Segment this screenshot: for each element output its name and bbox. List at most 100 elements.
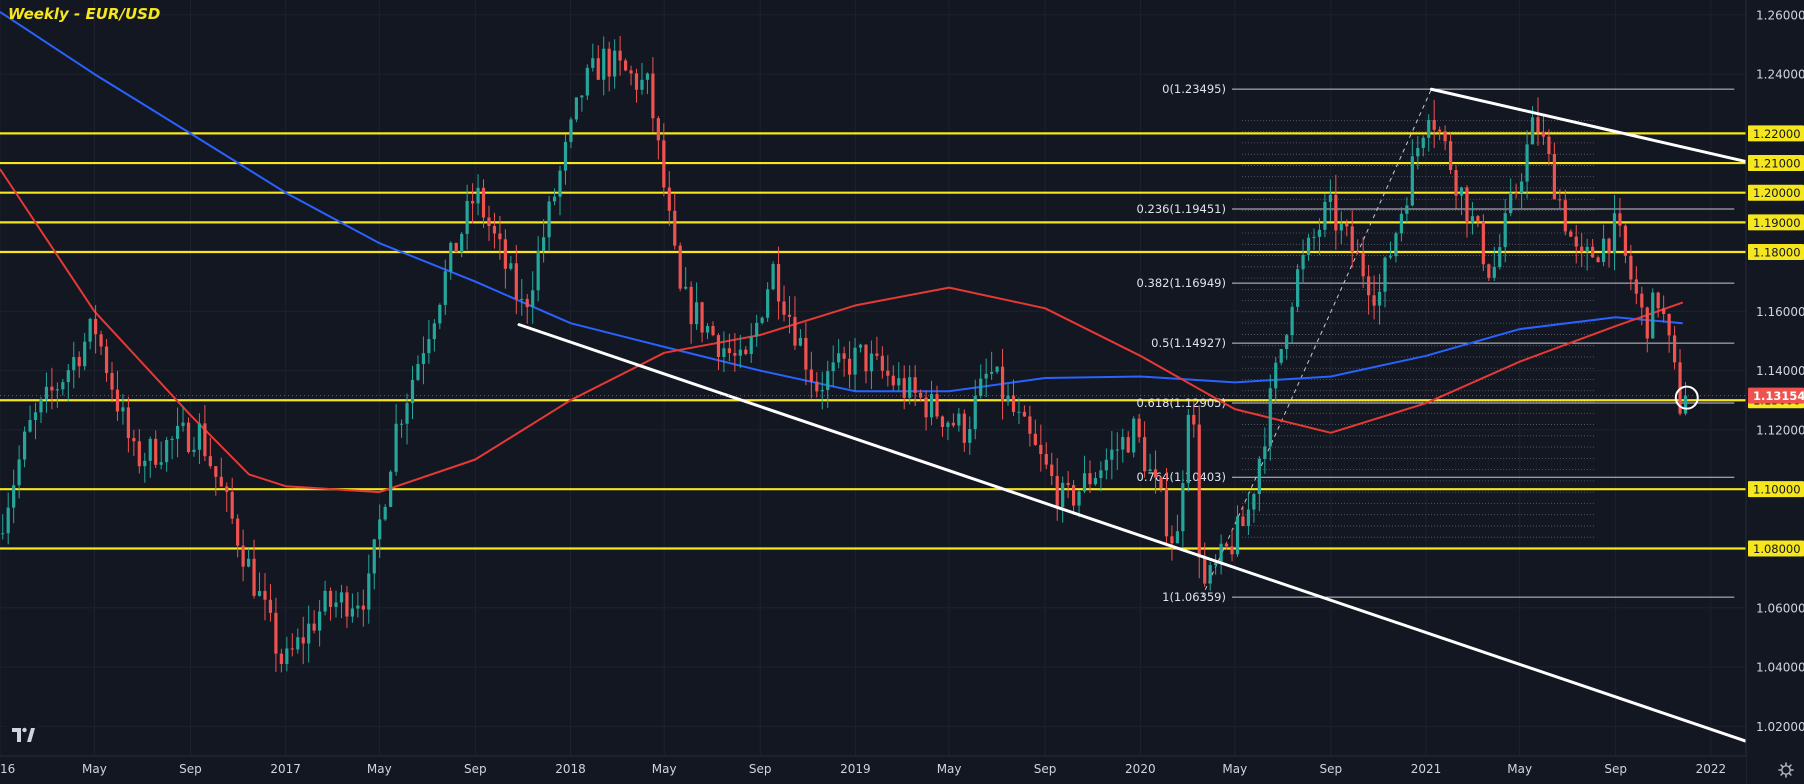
candle-bullish[interactable] <box>1323 201 1327 230</box>
tradingview-logo-icon[interactable] <box>6 718 38 750</box>
candle-bearish[interactable] <box>940 416 945 427</box>
candle-bearish[interactable] <box>208 456 212 467</box>
candle-bearish[interactable] <box>290 648 294 650</box>
candle-bullish[interactable] <box>738 349 742 356</box>
candle-bearish[interactable] <box>744 349 748 355</box>
candle-bearish[interactable] <box>104 346 109 374</box>
candle-bearish[interactable] <box>678 245 682 289</box>
candle-bearish[interactable] <box>1224 543 1229 547</box>
candle-bullish[interactable] <box>28 420 32 432</box>
candle-bearish[interactable] <box>1022 411 1027 417</box>
candle-bullish[interactable] <box>175 425 180 439</box>
candle-bullish[interactable] <box>1683 395 1688 414</box>
candle-bearish[interactable] <box>716 335 721 357</box>
candle-bearish[interactable] <box>312 623 316 631</box>
candle-bullish[interactable] <box>1312 236 1316 238</box>
candle-bullish[interactable] <box>1612 213 1617 254</box>
candle-bearish[interactable] <box>1607 238 1611 254</box>
candle-bullish[interactable] <box>350 608 355 617</box>
candle-bearish[interactable] <box>1066 482 1070 486</box>
candle-bullish[interactable] <box>705 325 710 333</box>
candle-bearish[interactable] <box>1000 366 1005 401</box>
candle-bearish[interactable] <box>1028 416 1032 434</box>
candle-bearish[interactable] <box>268 599 273 613</box>
candle-bullish[interactable] <box>1339 223 1343 231</box>
candle-bullish[interactable] <box>968 429 972 443</box>
candle-bearish[interactable] <box>1356 252 1360 254</box>
candle-bullish[interactable] <box>432 323 436 340</box>
candle-bullish[interactable] <box>1530 117 1535 145</box>
candle-bullish[interactable] <box>1115 449 1119 451</box>
candle-bullish[interactable] <box>356 605 360 609</box>
candle-bearish[interactable] <box>225 486 229 492</box>
candle-bullish[interactable] <box>1246 509 1251 526</box>
candle-bullish[interactable] <box>61 382 65 390</box>
candle-bullish[interactable] <box>88 318 92 342</box>
candle-bullish[interactable] <box>542 237 546 251</box>
candle-bearish[interactable] <box>1487 264 1491 278</box>
candle-bearish[interactable] <box>1372 295 1376 306</box>
candle-bullish[interactable] <box>1 533 5 535</box>
candle-bullish[interactable] <box>323 590 327 612</box>
candle-bullish[interactable] <box>531 290 535 308</box>
candle-bullish[interactable] <box>1099 470 1103 479</box>
candle-bullish[interactable] <box>389 471 393 507</box>
candle-bullish[interactable] <box>563 141 568 171</box>
candle-bearish[interactable] <box>1361 252 1365 277</box>
candle-bearish[interactable] <box>815 381 819 392</box>
candle-bearish[interactable] <box>1569 231 1573 237</box>
candle-bearish[interactable] <box>110 373 114 390</box>
candle-bearish[interactable] <box>1088 473 1092 485</box>
candle-bearish[interactable] <box>793 316 797 346</box>
candle-bearish[interactable] <box>809 369 813 382</box>
candle-bearish[interactable] <box>656 118 660 141</box>
candle-bearish[interactable] <box>1596 257 1600 263</box>
candle-bearish[interactable] <box>77 357 81 367</box>
candle-bearish[interactable] <box>481 187 486 218</box>
candle-bearish[interactable] <box>99 334 103 347</box>
candle-bullish[interactable] <box>421 353 426 365</box>
candle-bearish[interactable] <box>470 200 475 204</box>
candle-bearish[interactable] <box>1192 414 1196 425</box>
trendlines[interactable] <box>517 87 1748 743</box>
candle-bullish[interactable] <box>1208 565 1212 584</box>
candle-bullish[interactable] <box>798 337 803 346</box>
candle-bullish[interactable] <box>1470 216 1475 223</box>
candle-bullish[interactable] <box>339 592 344 603</box>
candle-bullish[interactable] <box>979 378 983 396</box>
candle-bullish[interactable] <box>1492 266 1496 278</box>
candle-bullish[interactable] <box>1317 229 1322 237</box>
candle-bullish[interactable] <box>552 196 557 202</box>
candle-bearish[interactable] <box>203 423 207 457</box>
candle-bullish[interactable] <box>1388 256 1393 258</box>
candle-bullish[interactable] <box>165 439 169 463</box>
candle-bullish[interactable] <box>378 519 382 540</box>
candle-bearish[interactable] <box>1055 475 1059 508</box>
candle-bearish[interactable] <box>924 397 928 418</box>
candle-bullish[interactable] <box>1509 192 1513 214</box>
candle-bearish[interactable] <box>1563 200 1567 232</box>
candle-bearish[interactable] <box>618 50 622 61</box>
candle-bullish[interactable] <box>449 242 453 272</box>
candle-bearish[interactable] <box>214 466 218 477</box>
candle-bearish[interactable] <box>1580 246 1584 252</box>
candle-bearish[interactable] <box>1547 136 1551 155</box>
candle-bearish[interactable] <box>607 48 611 77</box>
candle-bearish[interactable] <box>1033 433 1037 445</box>
candle-bullish[interactable] <box>520 298 524 300</box>
candle-bearish[interactable] <box>1634 279 1638 294</box>
candle-bearish[interactable] <box>1039 444 1043 455</box>
candle-bearish[interactable] <box>727 348 731 354</box>
candle-bullish[interactable] <box>72 357 76 371</box>
candle-bullish[interactable] <box>143 460 147 467</box>
candle-bullish[interactable] <box>547 201 551 238</box>
candle-bearish[interactable] <box>241 545 245 567</box>
candle-bullish[interactable] <box>33 412 38 421</box>
candle-bearish[interactable] <box>279 653 283 664</box>
candle-bullish[interactable] <box>148 438 152 461</box>
candle-bullish[interactable] <box>460 233 464 253</box>
candle-bearish[interactable] <box>1170 536 1174 544</box>
candle-bearish[interactable] <box>1438 129 1442 132</box>
candle-bearish[interactable] <box>219 476 223 487</box>
